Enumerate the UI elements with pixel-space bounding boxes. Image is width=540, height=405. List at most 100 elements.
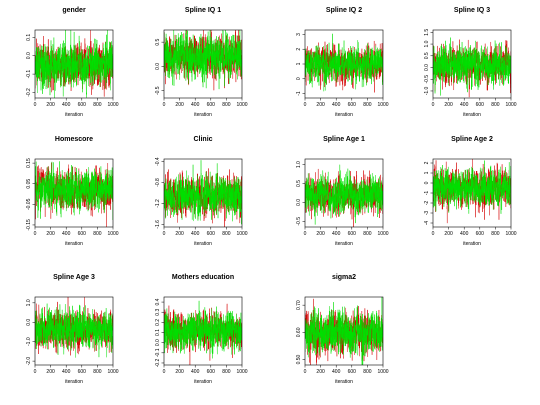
x-tick-label: 800 bbox=[93, 369, 102, 375]
chain-green-trace bbox=[35, 30, 113, 98]
x-tick-label: 400 bbox=[191, 102, 200, 108]
x-tick-label: 1000 bbox=[505, 102, 516, 108]
x-tick-label: 200 bbox=[444, 231, 453, 237]
x-tick-label: 400 bbox=[332, 369, 341, 375]
y-tick-label: 2 bbox=[296, 48, 302, 51]
x-tick-label: 1000 bbox=[107, 369, 118, 375]
y-tick-label: -1 bbox=[424, 191, 430, 196]
x-tick-label: 800 bbox=[222, 231, 231, 237]
x-axis-label: iteration bbox=[463, 241, 481, 247]
y-tick-label: 3 bbox=[296, 33, 302, 36]
chain-green-trace bbox=[433, 37, 511, 96]
y-tick-label: 0.0 bbox=[155, 339, 161, 346]
x-tick-label: 600 bbox=[207, 369, 216, 375]
chain-green-trace bbox=[305, 297, 383, 365]
x-tick-label: 600 bbox=[348, 231, 357, 237]
x-axis-label: iteration bbox=[65, 379, 83, 385]
trace-panel: Mothers education 0 200 400 600 800 1000 0.4 0.3… bbox=[155, 274, 248, 385]
x-tick-label: 400 bbox=[191, 231, 200, 237]
y-tick-label: 1.0 bbox=[296, 161, 302, 168]
chain-green-trace bbox=[305, 164, 383, 225]
x-tick-label: 600 bbox=[207, 102, 216, 108]
y-tick-label: 0 bbox=[424, 181, 430, 184]
chain-green-trace bbox=[305, 33, 383, 92]
trace-panel: Spline Age 3 0 200 400 600 800 1000 1.0 0.0 -1.0 -… bbox=[26, 274, 119, 385]
chain-green-trace bbox=[35, 303, 113, 358]
y-tick-label: 0.0 bbox=[26, 319, 32, 326]
y-tick-label: -0.1 bbox=[155, 348, 161, 357]
x-tick-label: 1000 bbox=[505, 231, 516, 237]
x-axis-label: iteration bbox=[335, 379, 353, 385]
y-tick-label: 0.0 bbox=[155, 63, 161, 70]
y-tick-label: -3 bbox=[424, 211, 430, 216]
plot-frame bbox=[163, 296, 243, 366]
x-tick-label: 0 bbox=[163, 231, 166, 237]
panel-title: gender bbox=[62, 7, 86, 14]
x-tick-label: 200 bbox=[444, 102, 453, 108]
y-tick-label: -1.2 bbox=[155, 199, 161, 208]
x-tick-label: 0 bbox=[34, 231, 37, 237]
x-tick-label: 400 bbox=[460, 231, 469, 237]
x-tick-label: 600 bbox=[78, 102, 87, 108]
x-tick-label: 0 bbox=[432, 231, 435, 237]
panel-title: Spline IQ 1 bbox=[185, 7, 221, 14]
x-axis-label: iteration bbox=[65, 112, 83, 118]
y-tick-label: 0.05 bbox=[26, 179, 32, 189]
x-tick-label: 400 bbox=[62, 369, 71, 375]
x-tick-label: 1000 bbox=[236, 369, 247, 375]
plot-frame bbox=[34, 29, 114, 99]
panel-title: Spline Age 1 bbox=[323, 136, 365, 143]
trace-panel: gender 0 200 400 600 800 1000 0.1 0.0 -0.1 -0.2 ite… bbox=[26, 7, 119, 118]
panel-title: Homescore bbox=[55, 136, 93, 143]
y-tick-label: 0.70 bbox=[296, 300, 302, 310]
x-tick-label: 0 bbox=[304, 102, 307, 108]
y-tick-label: -2 bbox=[424, 201, 430, 206]
y-tick-label: -0.5 bbox=[296, 217, 302, 226]
x-tick-label: 800 bbox=[363, 369, 372, 375]
trace-panel: Spline Age 2 0 200 400 600 800 1000 2 1 0 -1 -2 -3 -4… bbox=[424, 136, 517, 247]
plot-frame bbox=[163, 158, 243, 228]
y-tick-label: -1.0 bbox=[424, 86, 430, 95]
y-tick-label: 0.4 bbox=[155, 298, 161, 305]
y-tick-label: 0.50 bbox=[296, 354, 302, 364]
plot-frame bbox=[34, 158, 114, 228]
x-axis-label: iteration bbox=[194, 379, 212, 385]
x-tick-label: 400 bbox=[62, 231, 71, 237]
x-tick-label: 800 bbox=[93, 102, 102, 108]
y-tick-label: 1.5 bbox=[424, 29, 430, 36]
y-tick-label: 1.0 bbox=[424, 40, 430, 47]
x-tick-label: 600 bbox=[207, 231, 216, 237]
x-axis-label: iteration bbox=[65, 241, 83, 247]
y-tick-label: -0.5 bbox=[424, 75, 430, 84]
x-tick-label: 1000 bbox=[377, 102, 388, 108]
trace-panel: Spline IQ 2 0 200 400 600 800 1000 3 2 1 0 -1 iterat… bbox=[296, 7, 389, 118]
panel-title: Spline IQ 2 bbox=[326, 7, 362, 14]
y-tick-label: 0.1 bbox=[155, 329, 161, 336]
x-tick-label: 600 bbox=[78, 369, 87, 375]
y-tick-label: 0.15 bbox=[26, 158, 32, 168]
trace-panel: sigma2 0 200 400 600 800 1000 0.70 0.60 0.50 itera… bbox=[296, 274, 389, 385]
y-tick-label: 0.1 bbox=[26, 34, 32, 41]
x-tick-label: 1000 bbox=[107, 102, 118, 108]
x-tick-label: 200 bbox=[46, 102, 55, 108]
plot-frame bbox=[304, 296, 384, 366]
x-tick-label: 1000 bbox=[107, 231, 118, 237]
y-tick-label: 0.3 bbox=[155, 309, 161, 316]
x-axis-label: iteration bbox=[463, 112, 481, 118]
y-tick-label: -0.05 bbox=[26, 198, 32, 210]
x-tick-label: 800 bbox=[222, 102, 231, 108]
x-tick-label: 800 bbox=[491, 102, 500, 108]
y-tick-label: -0.1 bbox=[26, 70, 32, 79]
y-tick-label: -2.0 bbox=[26, 357, 32, 366]
trace-panel: Clinic 0 200 400 600 800 1000 -0.4 -0.8 -1.2 -1.6 i… bbox=[155, 136, 248, 247]
x-tick-label: 200 bbox=[316, 102, 325, 108]
x-axis-label: iteration bbox=[194, 241, 212, 247]
x-tick-label: 0 bbox=[304, 369, 307, 375]
y-tick-label: 0.0 bbox=[296, 199, 302, 206]
plot-frame bbox=[34, 296, 114, 366]
y-tick-label: 0.60 bbox=[296, 327, 302, 337]
y-tick-label: 0.5 bbox=[424, 52, 430, 59]
x-tick-label: 200 bbox=[175, 102, 184, 108]
trace-panel: Spline Age 1 0 200 400 600 800 1000 1.0 0.5 0.0 -0… bbox=[296, 136, 389, 247]
x-tick-label: 200 bbox=[316, 231, 325, 237]
